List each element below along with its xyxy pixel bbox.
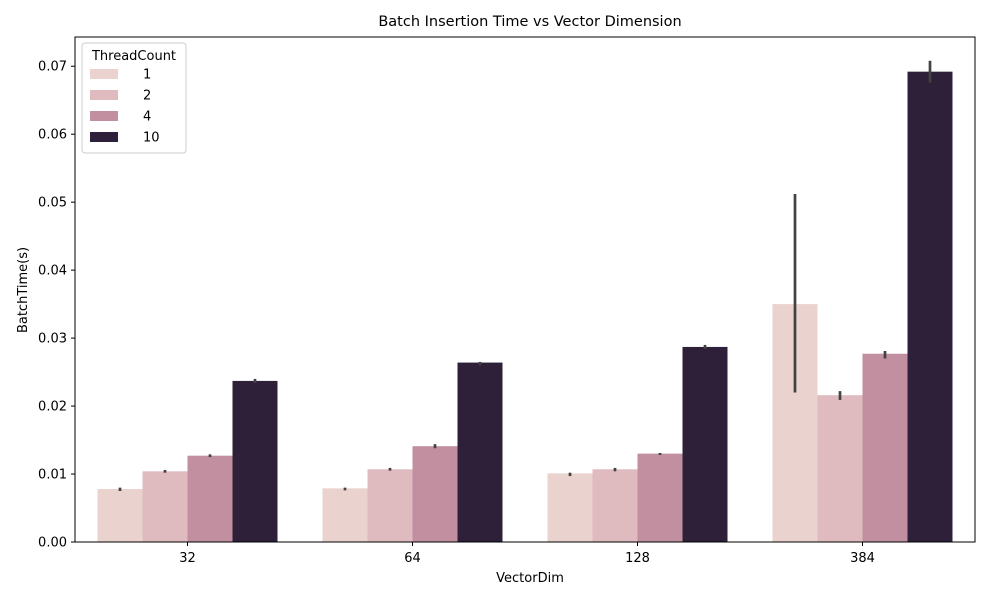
bar-384-threads-4 — [862, 353, 908, 542]
legend-label-1: 1 — [143, 68, 151, 83]
bar-128-threads-1 — [547, 473, 593, 542]
legend-swatch-1 — [90, 69, 118, 79]
chart-title: Batch Insertion Time vs Vector Dimension — [378, 14, 681, 30]
bar-32-threads-1 — [97, 488, 143, 542]
legend: ThreadCount 1 2 4 10 — [81, 42, 187, 154]
bar-64-threads-1 — [322, 488, 368, 542]
y-axis: 0.00 0.01 0.02 0.03 0.04 0.05 0.06 0.07 — [38, 60, 75, 551]
bar-128-threads-2 — [592, 469, 638, 542]
x-tick-label: 64 — [404, 551, 421, 566]
bar-128-threads-4 — [637, 453, 683, 542]
y-axis-label: BatchTime(s) — [16, 247, 31, 333]
y-tick-label: 0.01 — [38, 468, 67, 483]
legend-swatch-2 — [90, 90, 118, 100]
bar-64-threads-10 — [457, 362, 503, 542]
error-bars-layer — [118, 60, 932, 492]
y-tick-label: 0.03 — [38, 332, 67, 347]
y-tick-label: 0.02 — [38, 400, 67, 415]
x-tick-label: 128 — [625, 551, 650, 566]
x-axis-label: VectorDim — [496, 571, 564, 586]
legend-label-10: 10 — [143, 131, 160, 146]
bar-32-threads-4 — [187, 455, 233, 542]
y-tick-label: 0.05 — [38, 196, 67, 211]
y-tick-label: 0.04 — [38, 264, 67, 279]
bar-32-threads-10 — [232, 380, 278, 542]
bar-128-threads-10 — [682, 346, 728, 542]
legend-swatch-4 — [90, 111, 118, 121]
bar-64-threads-4 — [412, 446, 458, 542]
bar-64-threads-2 — [367, 469, 413, 542]
y-tick-label: 0.06 — [38, 128, 67, 143]
x-axis: 32 64 128 384 — [179, 542, 875, 566]
bars-layer — [97, 71, 953, 543]
bar-384-threads-2 — [817, 395, 863, 542]
y-tick-label: 0.00 — [38, 536, 67, 551]
legend-title: ThreadCount — [91, 49, 176, 64]
x-tick-label: 32 — [179, 551, 196, 566]
x-tick-label: 384 — [850, 551, 875, 566]
y-tick-label: 0.07 — [38, 60, 67, 75]
legend-swatch-10 — [90, 132, 118, 142]
plot-frame — [74, 36, 976, 543]
legend-label-4: 4 — [143, 110, 151, 125]
legend-label-2: 2 — [143, 89, 151, 104]
bar-384-threads-10 — [907, 71, 953, 543]
bar-32-threads-2 — [142, 471, 188, 542]
